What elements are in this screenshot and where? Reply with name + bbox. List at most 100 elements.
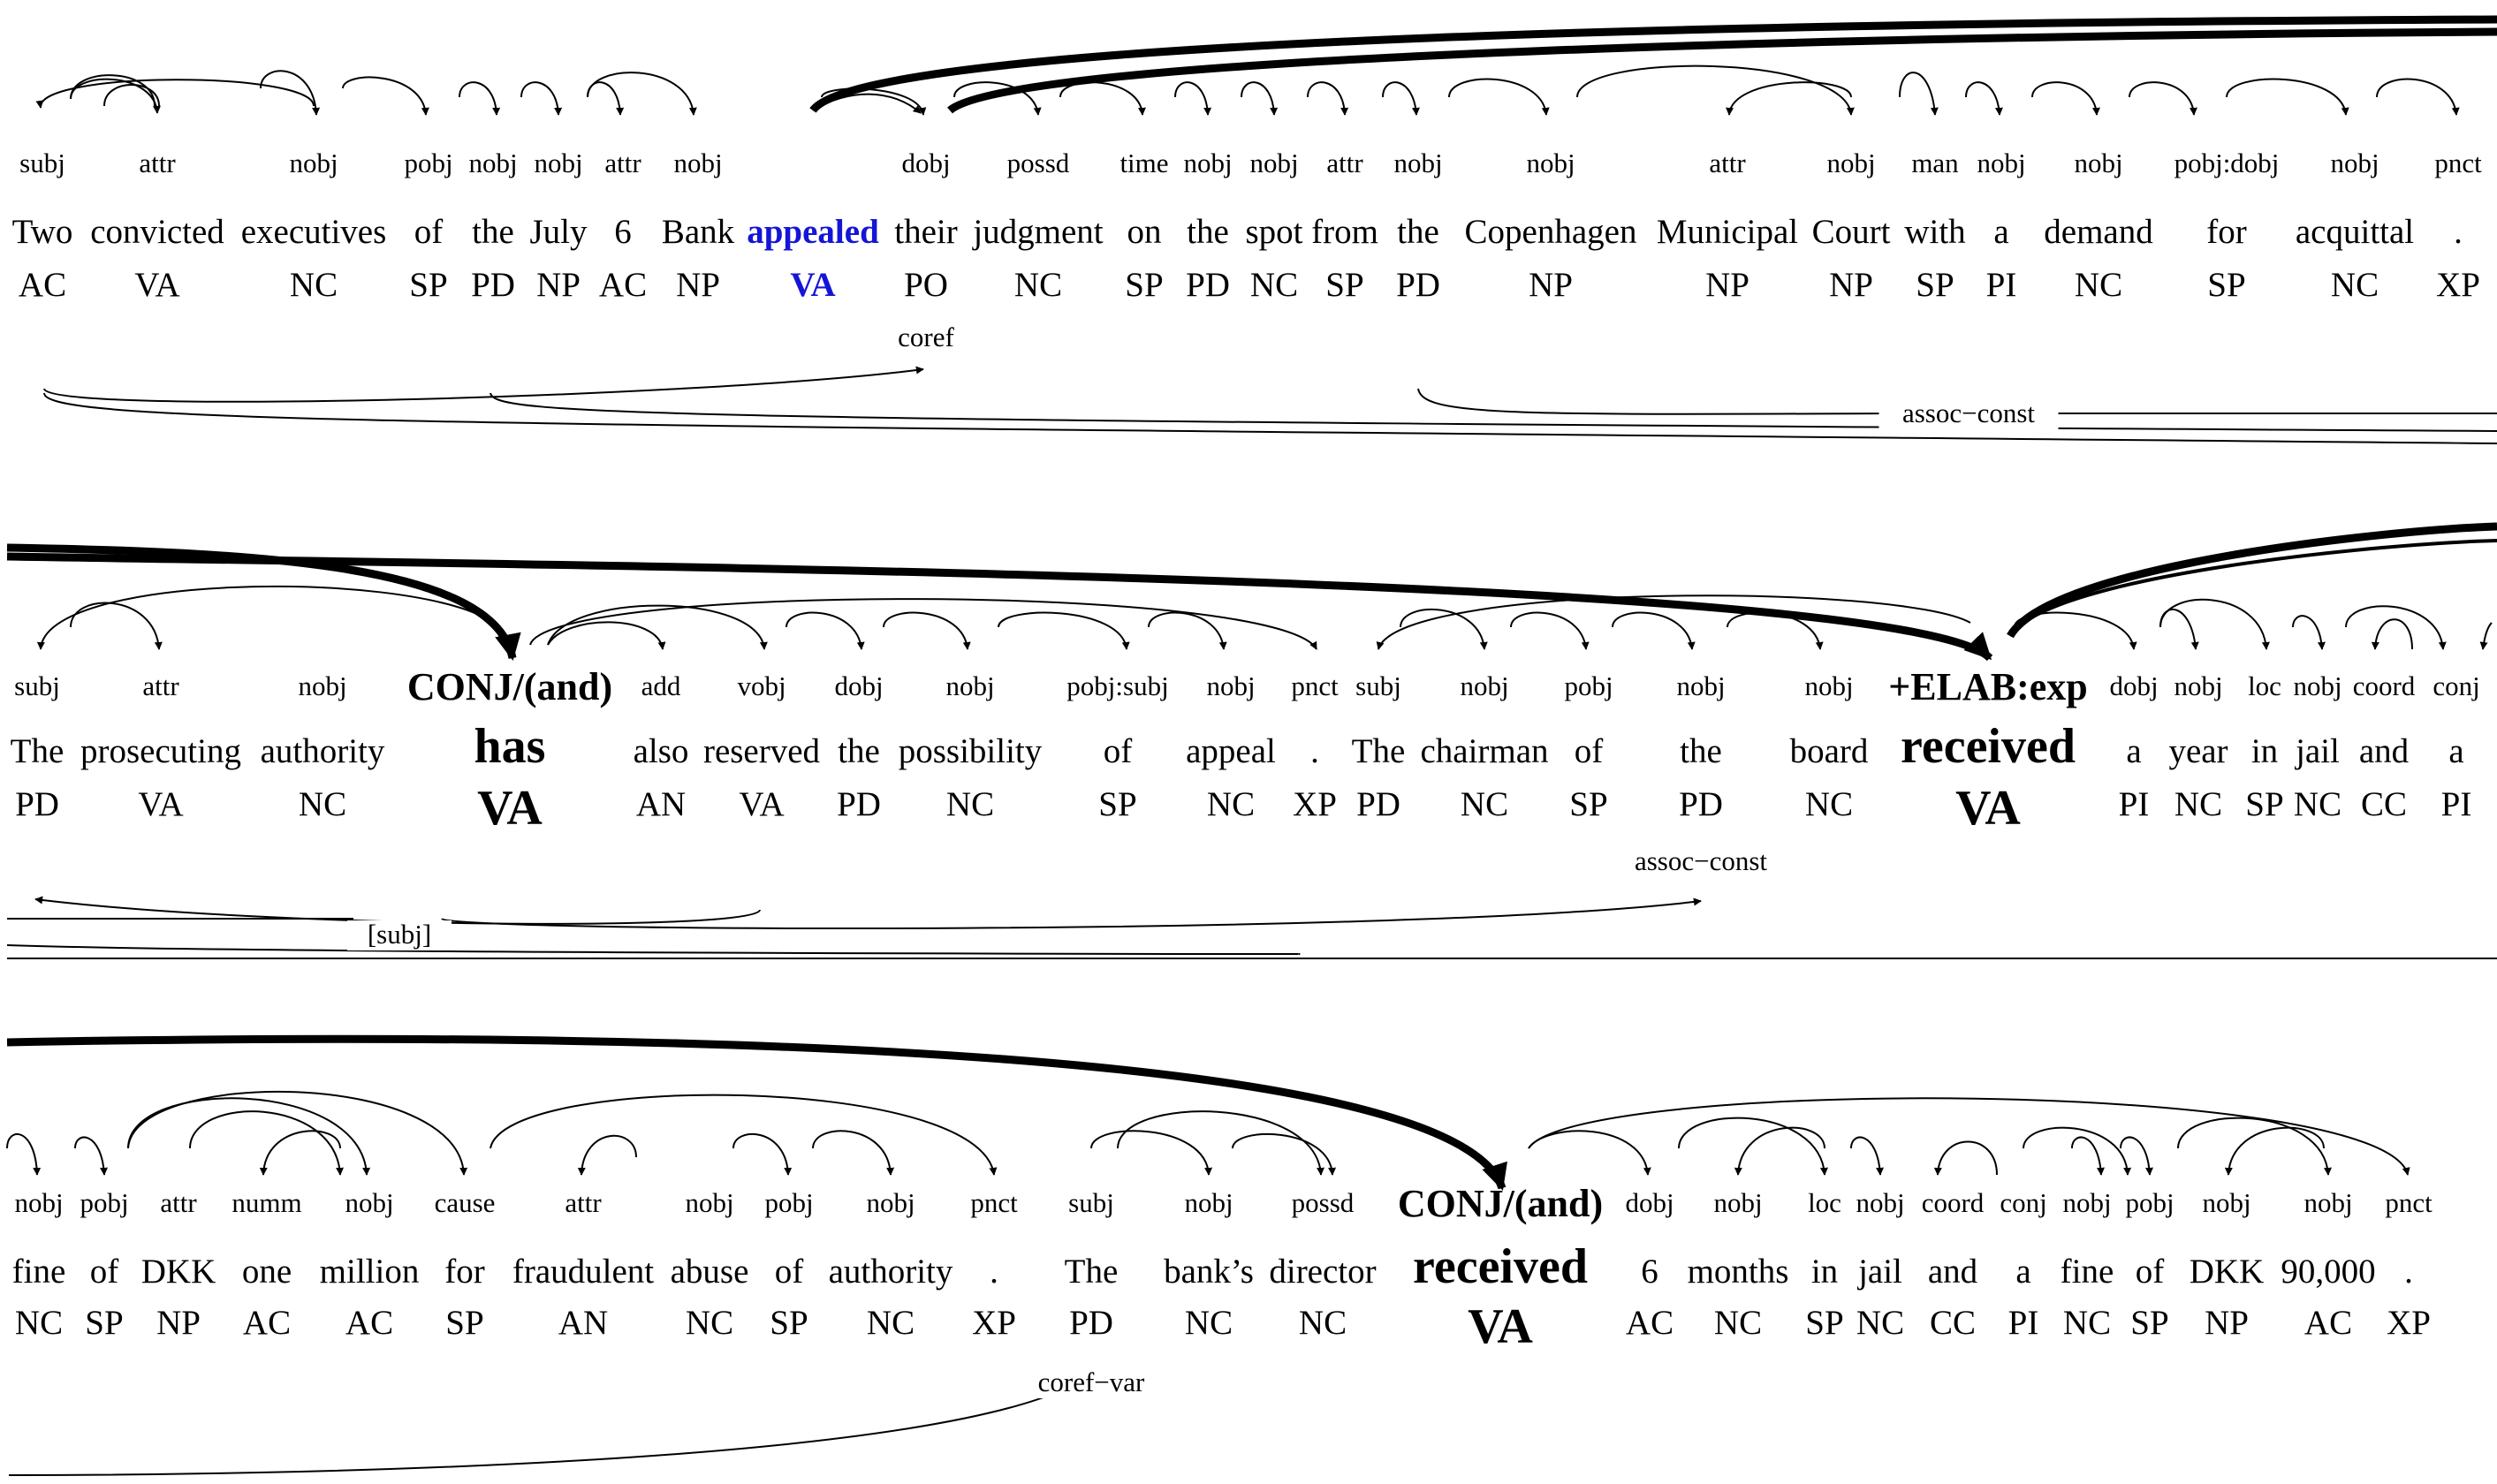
- token-word: 6: [614, 213, 632, 251]
- token-word: year: [2168, 732, 2228, 770]
- pos-tag: PD: [471, 266, 515, 304]
- pos-tag: AC: [19, 266, 66, 304]
- token-word: for: [444, 1253, 484, 1291]
- relation-label: nobj: [14, 1187, 63, 1218]
- pos-tag: SP: [1916, 266, 1954, 304]
- note-background: [347, 920, 452, 950]
- pos-tag: SP: [445, 1304, 483, 1342]
- pos-tag: PD: [1069, 1304, 1113, 1342]
- pos-tag: NC: [1250, 266, 1298, 304]
- token-word: .: [2454, 213, 2463, 251]
- pos-tag: SP: [1569, 785, 1607, 823]
- token-labels: subj Two AC attr convicted VA nobj executives NC…: [11, 148, 2482, 1398]
- relation-label: dobj: [1625, 1187, 1674, 1218]
- pos-tag: SP: [409, 266, 447, 304]
- relation-label: subj: [19, 148, 65, 178]
- relation-label: pnct: [1291, 670, 1339, 701]
- token-word: DKK: [141, 1253, 216, 1291]
- pos-tag: AC: [2304, 1304, 2352, 1342]
- dependency-arcs: [6, 15, 2497, 1476]
- relation-label: pnct: [2385, 1187, 2432, 1218]
- relation-label: nobj: [1676, 670, 1725, 701]
- pos-tag: VA: [477, 781, 543, 836]
- pos-tag: NP: [1829, 266, 1873, 304]
- token-word: jail: [2294, 732, 2340, 770]
- relation-label: coord: [1922, 1187, 1985, 1218]
- pos-tag: AN: [558, 1304, 608, 1342]
- token-word: judgment: [971, 213, 1103, 251]
- relation-label: attr: [604, 148, 641, 178]
- pos-tag: NC: [2063, 1304, 2111, 1342]
- pos-tag: NP: [536, 266, 581, 304]
- token-word: of: [775, 1253, 804, 1291]
- pos-tag: NC: [1185, 1304, 1233, 1342]
- token-word: 6: [1641, 1253, 1658, 1291]
- token-word: also: [634, 732, 689, 770]
- relation-label: CONJ/(and): [1398, 1182, 1603, 1225]
- pos-tag: AN: [636, 785, 686, 823]
- relation-label: nobj: [2202, 1187, 2250, 1218]
- pos-tag: AC: [243, 1304, 291, 1342]
- relation-label: possd: [1292, 1187, 1355, 1218]
- pos-tag: VA: [1468, 1299, 1533, 1354]
- token-word: prosecuting: [80, 732, 241, 770]
- pos-tag: SP: [1125, 266, 1163, 304]
- relation-label: man: [1911, 148, 1959, 178]
- relation-label: attr: [1326, 148, 1363, 178]
- token-word: possibility: [899, 732, 1043, 770]
- relation-label: pobj: [404, 148, 452, 178]
- token-word: acquittal: [2296, 213, 2414, 251]
- relation-label: conj: [2000, 1187, 2046, 1218]
- token-word: received: [1901, 719, 2076, 774]
- token-word: a: [1993, 213, 2008, 251]
- pos-tag: VA: [134, 266, 179, 304]
- token-word: million: [320, 1253, 420, 1291]
- token-word: a: [2126, 732, 2141, 770]
- token-word: for: [2206, 213, 2246, 251]
- relation-label: dobj: [2109, 670, 2158, 701]
- relation-label: nobj: [289, 148, 338, 178]
- note-background: [1878, 399, 2059, 429]
- pos-tag: NC: [946, 785, 994, 823]
- relation-label: pobj:dobj: [2174, 148, 2280, 178]
- relation-label: nobj: [1713, 1187, 1762, 1218]
- pos-tag: NC: [686, 1304, 733, 1342]
- pos-tag: VA: [739, 785, 784, 823]
- token-word: of: [2136, 1253, 2165, 1291]
- relation-label: pobj: [2125, 1187, 2174, 1218]
- token-word: of: [1575, 732, 1604, 770]
- token-word: the: [1187, 213, 1229, 251]
- token-word: .: [990, 1253, 998, 1291]
- relation-label: nobj: [2293, 670, 2341, 701]
- token-word: a: [2015, 1253, 2030, 1291]
- relation-label: pobj: [1564, 670, 1613, 701]
- annotation-label: assoc−const: [1902, 398, 2035, 428]
- pos-tag: VA: [1955, 781, 2021, 836]
- pos-tag: NP: [1529, 266, 1573, 304]
- relation-label: numm: [231, 1187, 301, 1218]
- token-word: received: [1413, 1239, 1588, 1294]
- token-word: authority: [829, 1253, 953, 1291]
- pos-tag: VA: [790, 266, 835, 304]
- pos-tag: NC: [867, 1304, 915, 1342]
- relation-label: nobj: [298, 670, 346, 701]
- token-word: with: [1904, 213, 1965, 251]
- relation-label: nobj: [345, 1187, 393, 1218]
- pos-tag: NC: [2174, 785, 2222, 823]
- relation-label: CONJ/(and): [407, 665, 612, 708]
- token-word: The: [11, 732, 65, 770]
- relation-label: dobj: [901, 148, 950, 178]
- token-word: authority: [261, 732, 385, 770]
- relation-label: time: [1119, 148, 1168, 178]
- token-word: fine: [12, 1253, 66, 1291]
- relation-label: nobj: [534, 148, 582, 178]
- pos-tag: NC: [1299, 1304, 1347, 1342]
- token-word: Court: [1812, 213, 1891, 251]
- relation-label: pnct: [970, 1187, 1018, 1218]
- relation-label: nobj: [1977, 148, 2025, 178]
- token-word: executives: [241, 213, 387, 251]
- pos-tag: PI: [2119, 785, 2150, 823]
- note-background: [881, 323, 971, 353]
- relation-label: subj: [14, 670, 60, 701]
